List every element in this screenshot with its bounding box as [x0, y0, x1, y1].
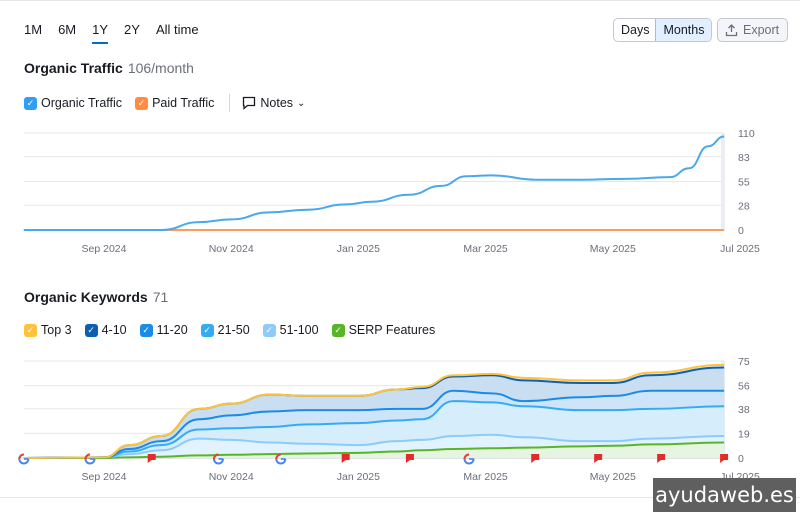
flag-icon — [720, 454, 729, 463]
x-tick-label: Jan 2025 — [337, 471, 380, 483]
legend-label: Organic Traffic — [41, 96, 123, 110]
keywords-legend: ✓ Top 3 ✓ 4-10 ✓ 11-20 ✓ 21-50 ✓ 51-100 ✓ SERP Feat… — [24, 323, 448, 337]
legend-11-20[interactable]: ✓ 11-20 — [139, 323, 188, 337]
legend-label: 21-50 — [217, 323, 250, 337]
granularity-toggle: Days Months — [613, 18, 713, 42]
legend-organic-traffic[interactable]: ✓ Organic Traffic — [24, 96, 122, 110]
checkbox-icon: ✓ — [24, 323, 37, 337]
x-tick-label: Mar 2025 — [463, 243, 508, 255]
notes-label: Notes — [260, 96, 294, 110]
google-ring-red — [463, 453, 475, 465]
flag-icon — [405, 454, 414, 463]
series-line-11-20 — [23, 389, 725, 459]
y-tick-label: 83 — [738, 152, 750, 164]
series-line-top-3 — [23, 363, 725, 459]
y-tick-label: 19 — [738, 428, 750, 440]
traffic-heading: Organic Traffic 106/month — [24, 60, 194, 76]
y-tick-label: 28 — [738, 200, 750, 212]
legend-label: Top 3 — [41, 323, 72, 337]
x-tick-label: Mar 2025 — [463, 471, 508, 483]
y-tick-label: 0 — [738, 453, 744, 465]
checkbox-icon: ✓ — [135, 96, 149, 110]
legend-label: 51-100 — [279, 323, 319, 337]
legend-label: 11-20 — [156, 323, 188, 337]
months-button[interactable]: Months — [655, 19, 712, 41]
period-tabs: 1M 6M 1Y 2Y All time — [24, 22, 215, 44]
y-tick-label: 55 — [738, 177, 750, 189]
divider — [229, 94, 231, 112]
series-line-21-50 — [23, 400, 725, 459]
google-update-icon — [212, 453, 224, 465]
period-tab-1m[interactable]: 1M — [24, 22, 43, 37]
series-line-51-100 — [23, 433, 725, 459]
y-tick-label: 75 — [738, 356, 750, 368]
watermark: ayudaweb.es — [653, 478, 796, 512]
y-tick-label: 38 — [738, 404, 750, 416]
google-ring-red — [275, 453, 287, 465]
flag-icon — [657, 454, 666, 463]
traffic-title: Organic Traffic — [24, 60, 123, 76]
flag-icon — [147, 454, 156, 463]
keywords-title: Organic Keywords — [24, 289, 148, 305]
x-tick-label: Sep 2024 — [82, 243, 127, 255]
legend-paid-traffic[interactable]: ✓ Paid Traffic — [135, 96, 214, 110]
y-tick-label: 110 — [738, 128, 755, 140]
scroll-edge — [721, 133, 725, 230]
legend-label: Paid Traffic — [152, 96, 215, 110]
flag-icon — [341, 454, 350, 463]
period-tab-2y[interactable]: 2Y — [124, 22, 140, 37]
panel — [0, 0, 800, 498]
traffic-value: 106/month — [127, 60, 194, 76]
legend-21-50[interactable]: ✓ 21-50 — [200, 323, 250, 337]
legend-51-100[interactable]: ✓ 51-100 — [262, 323, 319, 337]
traffic-legend: ✓ Organic Traffic ✓ Paid Traffic Notes ⌄ — [24, 94, 318, 112]
period-tab-1y[interactable]: 1Y — [92, 22, 109, 44]
google-ring-red — [212, 453, 224, 465]
period-tab-6m[interactable]: 6M — [58, 22, 77, 37]
comment-icon — [243, 96, 256, 110]
checkbox-icon: ✓ — [200, 323, 214, 337]
checkbox-icon: ✓ — [139, 323, 153, 337]
x-tick-label: Jul 2025 — [720, 243, 760, 255]
y-tick-label: 0 — [738, 225, 744, 237]
checkbox-icon: ✓ — [262, 323, 276, 337]
x-tick-label: Nov 2024 — [209, 243, 254, 255]
x-tick-label: Jan 2025 — [337, 243, 380, 255]
x-tick-label: Sep 2024 — [82, 471, 127, 483]
notes-dropdown[interactable]: Notes ⌄ — [242, 96, 305, 110]
keywords-heading: Organic Keywords 71 — [24, 289, 168, 305]
google-ring-red — [84, 453, 96, 465]
x-tick-label: Nov 2024 — [209, 471, 254, 483]
export-label: Export — [743, 23, 780, 37]
google-update-icon — [18, 453, 30, 465]
google-update-icon — [463, 453, 475, 465]
export-icon — [725, 23, 738, 36]
legend-serp-features[interactable]: ✓ SERP Features — [331, 323, 436, 337]
export-button[interactable]: Export — [717, 18, 788, 42]
google-update-icon — [275, 453, 287, 465]
x-tick-label: May 2025 — [590, 243, 636, 255]
period-tab-all-time[interactable]: All time — [155, 22, 199, 37]
legend-label: 4-10 — [101, 323, 127, 337]
chevron-down-icon: ⌄ — [297, 97, 306, 109]
legend-label: SERP Features — [348, 323, 436, 337]
x-tick-label: May 2025 — [590, 471, 636, 483]
google-update-icon — [84, 453, 96, 465]
keywords-value: 71 — [152, 289, 169, 305]
legend-top-3[interactable]: ✓ Top 3 — [24, 323, 72, 337]
checkbox-icon: ✓ — [84, 323, 98, 337]
series-line-organic-traffic — [23, 135, 725, 232]
google-ring-red — [18, 453, 30, 465]
y-tick-label: 56 — [738, 381, 750, 393]
checkbox-icon: ✓ — [24, 96, 37, 110]
flag-icon — [594, 454, 603, 463]
legend-4-10[interactable]: ✓ 4-10 — [84, 323, 127, 337]
days-button[interactable]: Days — [621, 23, 650, 37]
series-area-serp-features — [23, 442, 725, 458]
checkbox-icon: ✓ — [331, 323, 345, 337]
flag-icon — [531, 454, 540, 463]
